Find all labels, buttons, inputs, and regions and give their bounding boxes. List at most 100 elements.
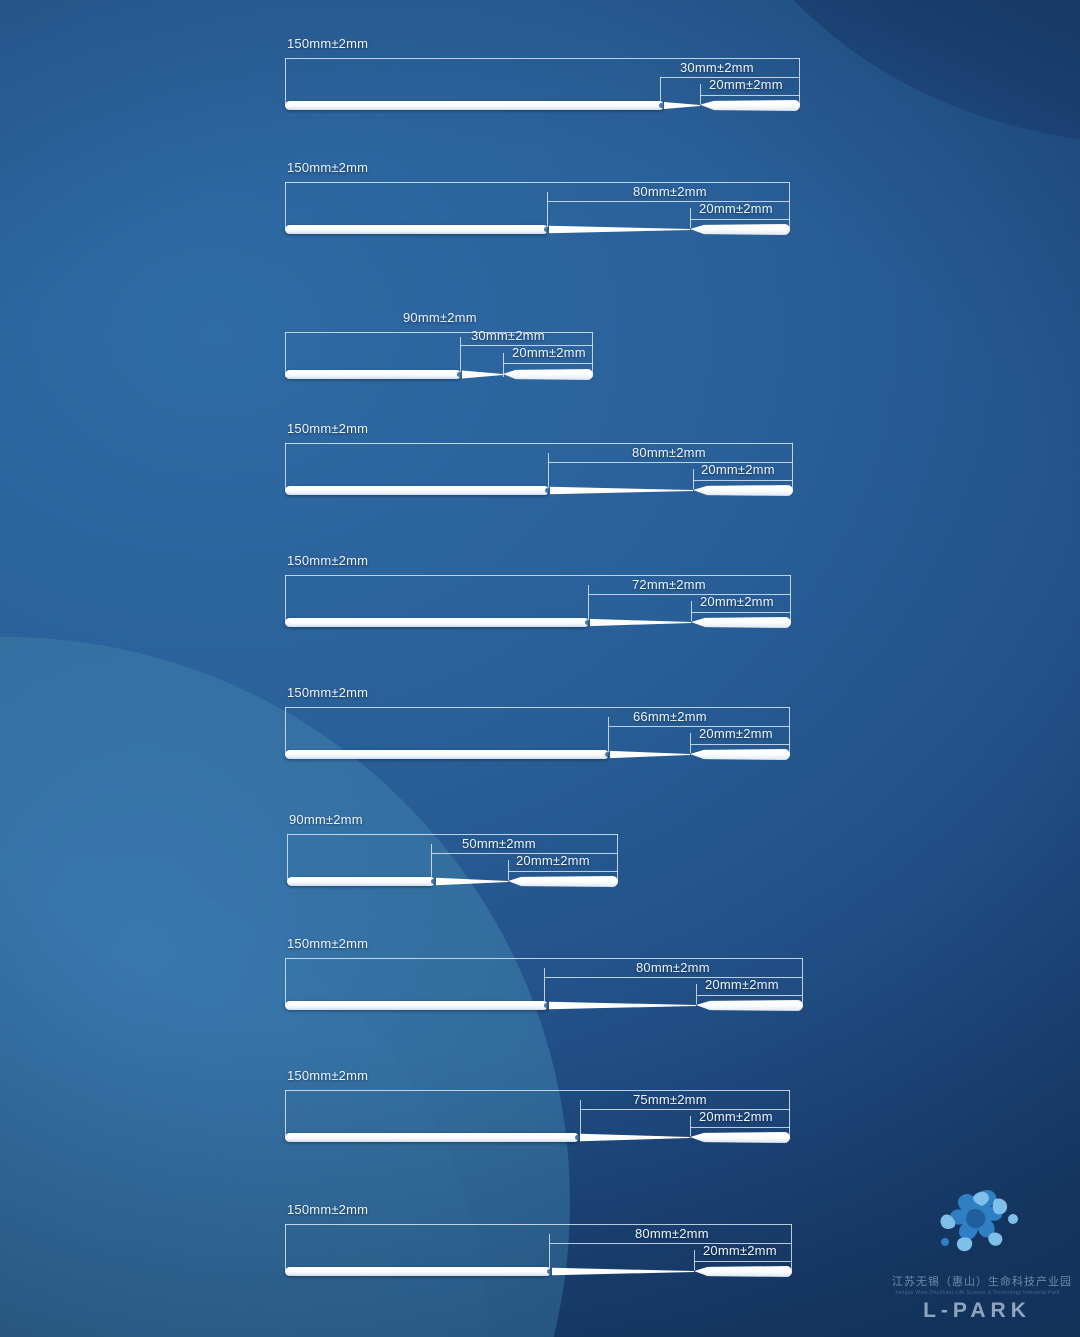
swab-handle	[285, 1133, 578, 1142]
logo-wordmark: L-PARK	[923, 1299, 1031, 1322]
swab-spec-row: 150mm±2mm 80mm±2mm 20mm±2mm	[0, 385, 1080, 515]
breakpoint-dimension-line	[544, 977, 803, 978]
breakpoint-dimension-line	[549, 1243, 792, 1244]
swab-flocked-tip	[693, 485, 793, 496]
swab-illustration	[285, 368, 593, 381]
swab-spec-row: 90mm±2mm 30mm±2mm 20mm±2mm	[0, 275, 1080, 395]
breakpoint-tick-left	[544, 968, 545, 1004]
breakpoint-tick-left	[549, 1234, 550, 1270]
tip-tick-left	[694, 1250, 695, 1270]
swab-illustration	[285, 223, 790, 236]
swab-taper	[552, 1267, 694, 1276]
total-length-label: 150mm±2mm	[287, 1068, 369, 1083]
tip-length-label: 20mm±2mm	[705, 977, 779, 992]
tip-tick-left	[690, 733, 691, 753]
total-length-tick-right	[799, 58, 800, 104]
total-length-label: 150mm±2mm	[287, 553, 369, 568]
breakpoint-length-label: 50mm±2mm	[462, 836, 536, 851]
breakpoint-tick-left	[431, 844, 432, 880]
swab-flocked-tip	[700, 100, 800, 111]
swab-flocked-tip	[508, 876, 618, 887]
total-length-tick-left	[285, 443, 286, 489]
swab-flocked-tip	[503, 369, 593, 380]
total-length-dimension-line	[285, 58, 800, 59]
total-length-tick-left	[285, 575, 286, 621]
total-length-label: 90mm±2mm	[403, 310, 477, 325]
swab-handle	[285, 370, 460, 379]
swab-handle	[285, 225, 547, 234]
tip-length-label: 20mm±2mm	[701, 462, 775, 477]
breakpoint-tick-left	[608, 717, 609, 753]
swab-breakpoint	[585, 620, 590, 625]
tip-tick-left	[503, 353, 504, 377]
swab-flocked-tip	[690, 749, 790, 760]
swab-breakpoint	[659, 103, 664, 108]
breakpoint-dimension-line	[548, 462, 793, 463]
tip-dimension-line	[690, 744, 790, 745]
total-length-tick-right	[802, 958, 803, 1004]
swab-spec-row: 150mm±2mm 80mm±2mm 20mm±2mm	[0, 124, 1080, 254]
tip-length-label: 20mm±2mm	[700, 594, 774, 609]
total-length-label: 150mm±2mm	[287, 160, 369, 175]
total-length-label: 150mm±2mm	[287, 1202, 369, 1217]
swab-taper	[549, 225, 690, 234]
breakpoint-length-label: 72mm±2mm	[632, 577, 706, 592]
total-length-tick-left	[287, 834, 288, 880]
swab-illustration	[285, 616, 791, 629]
swab-breakpoint	[575, 1135, 580, 1140]
swab-spec-row: 150mm±2mm 66mm±2mm 20mm±2mm	[0, 649, 1080, 779]
total-length-dimension-line	[285, 575, 791, 576]
swab-handle	[285, 618, 588, 627]
swab-handle	[285, 486, 548, 495]
total-length-tick-left	[285, 182, 286, 228]
breakpoint-tick-left	[660, 77, 661, 104]
breakpoint-dimension-line	[460, 345, 593, 346]
logo-chinese-name: 江苏无锡（惠山）生命科技产业园	[892, 1276, 1072, 1288]
total-length-dimension-line	[285, 958, 803, 959]
swab-taper	[580, 1133, 690, 1142]
total-length-tick-left	[285, 1090, 286, 1136]
total-length-dimension-line	[285, 1090, 790, 1091]
logo-english-subtitle: Jiangsu Wuxi (Huishan) Life Science & Te…	[894, 1290, 1060, 1296]
breakpoint-dimension-line	[431, 853, 618, 854]
total-length-dimension-line	[285, 332, 593, 333]
swab-spec-row: 150mm±2mm 80mm±2mm 20mm±2mm	[0, 1166, 1080, 1296]
tip-length-label: 20mm±2mm	[709, 77, 783, 92]
tip-tick-left	[690, 208, 691, 228]
total-length-dimension-line	[285, 182, 790, 183]
swab-spec-row: 150mm±2mm 30mm±2mm 20mm±2mm	[0, 0, 1080, 130]
tip-tick-left	[693, 469, 694, 489]
tip-dimension-line	[503, 363, 593, 364]
breakpoint-dimension-line	[608, 726, 790, 727]
tip-length-label: 20mm±2mm	[699, 201, 773, 216]
total-length-label: 150mm±2mm	[287, 685, 369, 700]
tip-length-label: 20mm±2mm	[516, 853, 590, 868]
swab-breakpoint	[457, 372, 462, 377]
swab-taper	[610, 750, 690, 759]
swab-taper	[462, 370, 503, 379]
swab-handle	[287, 877, 434, 886]
total-length-label: 150mm±2mm	[287, 36, 369, 51]
breakpoint-length-label: 66mm±2mm	[633, 709, 707, 724]
swab-handle	[285, 1001, 547, 1010]
total-length-tick-right	[617, 834, 618, 880]
breakpoint-tick-left	[588, 585, 589, 621]
breakpoint-dimension-line	[580, 1109, 790, 1110]
total-length-tick-left	[285, 1224, 286, 1270]
tip-length-label: 20mm±2mm	[703, 1243, 777, 1258]
tip-tick-left	[691, 601, 692, 621]
swab-illustration	[285, 99, 800, 112]
swab-breakpoint	[545, 488, 550, 493]
total-length-tick-left	[285, 58, 286, 104]
swab-illustration	[285, 484, 793, 497]
tip-length-label: 20mm±2mm	[699, 726, 773, 741]
breakpoint-length-label: 75mm±2mm	[633, 1092, 707, 1107]
total-length-label: 150mm±2mm	[287, 936, 369, 951]
total-length-tick-left	[285, 332, 286, 377]
tip-dimension-line	[690, 1127, 790, 1128]
swab-breakpoint	[431, 879, 436, 884]
total-length-dimension-line	[285, 1224, 792, 1225]
total-length-label: 90mm±2mm	[289, 812, 363, 827]
swab-illustration	[285, 1265, 792, 1278]
breakpoint-length-label: 80mm±2mm	[633, 184, 707, 199]
